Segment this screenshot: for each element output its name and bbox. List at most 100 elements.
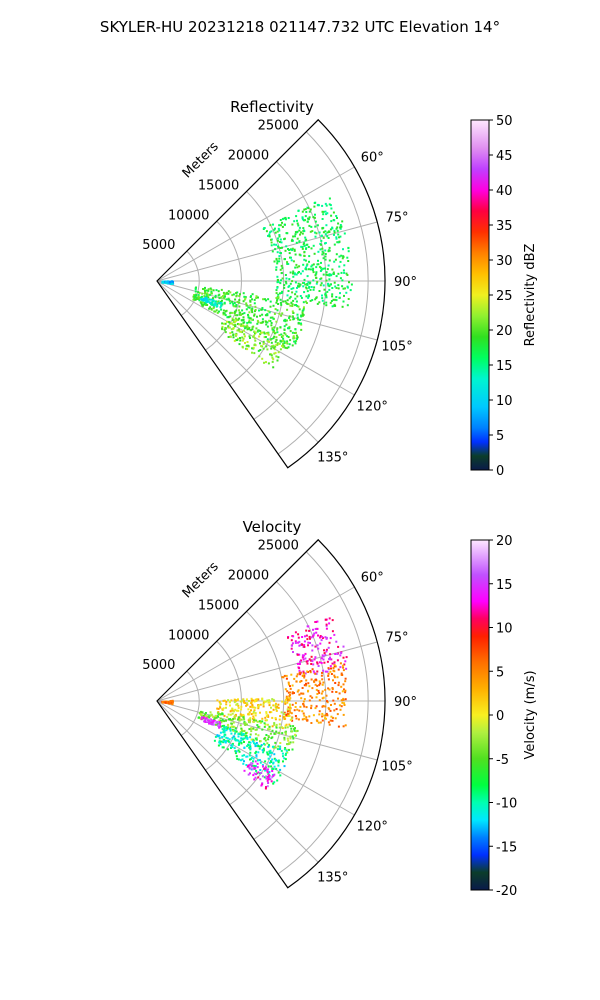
echo-cell xyxy=(266,785,269,788)
echo-cell xyxy=(254,706,257,709)
echo-cell xyxy=(232,735,235,738)
echo-cell xyxy=(266,751,269,754)
echo-cell xyxy=(290,712,293,715)
echo-cell xyxy=(293,337,295,340)
echo-cell xyxy=(278,723,281,726)
echo-cell xyxy=(333,231,336,234)
echo-cell xyxy=(254,733,257,736)
colorbar-tick-label: 40 xyxy=(496,184,513,199)
echo-cell xyxy=(259,740,262,743)
echo-cell xyxy=(303,230,306,233)
echo-cell xyxy=(252,699,255,702)
echo-cell xyxy=(331,305,334,308)
echo-cell xyxy=(300,697,303,700)
angle-tick-label: 90° xyxy=(394,275,417,290)
radial-axis-label: Meters xyxy=(180,139,222,181)
echo-cell xyxy=(339,292,341,295)
echo-cell xyxy=(285,282,288,285)
echo-cell xyxy=(327,237,330,239)
echo-cell xyxy=(312,288,315,291)
echo-cell xyxy=(301,210,304,213)
echo-cell xyxy=(307,641,310,644)
echo-cell xyxy=(289,694,291,696)
echo-cell xyxy=(285,752,287,755)
echo-cell xyxy=(307,246,310,248)
colorbar-tick-label: 45 xyxy=(496,149,513,164)
echo-cell xyxy=(343,704,346,706)
echo-cell xyxy=(301,218,304,221)
echo-cell xyxy=(231,300,234,303)
echo-cell xyxy=(221,728,224,731)
angle-tick-label: 135° xyxy=(317,871,348,886)
echo-cell xyxy=(306,290,309,293)
echo-cell xyxy=(255,769,258,772)
echo-cell xyxy=(270,751,273,754)
echo-cell xyxy=(308,255,311,258)
echo-cell xyxy=(252,710,255,713)
echo-cell xyxy=(311,299,314,302)
echo-cell xyxy=(250,697,253,700)
echo-cell xyxy=(328,273,331,276)
echo-cell xyxy=(301,636,304,638)
echo-cell xyxy=(327,672,330,675)
echo-cell xyxy=(318,290,321,292)
echo-cell xyxy=(277,759,280,762)
echo-cell xyxy=(234,739,237,742)
echo-cell xyxy=(242,324,245,327)
echo-cell xyxy=(238,305,241,308)
echo-cell xyxy=(286,726,289,729)
echo-cell xyxy=(202,716,205,719)
echo-cell xyxy=(204,712,207,714)
echo-cell xyxy=(271,356,274,359)
radial-gridline xyxy=(253,161,327,420)
echo-cell xyxy=(330,220,333,223)
echo-cell xyxy=(329,709,332,712)
echo-cell xyxy=(218,700,221,703)
echo-cell xyxy=(228,298,231,301)
echo-cell xyxy=(288,297,291,300)
echo-cell xyxy=(346,286,349,289)
echo-cell xyxy=(281,700,284,703)
echo-cell xyxy=(302,700,305,703)
echo-cell xyxy=(297,224,300,227)
echo-cell xyxy=(204,292,206,295)
echo-cell xyxy=(234,732,237,735)
colorbar-tick-label: 10 xyxy=(496,394,513,409)
echo-cell xyxy=(329,283,332,286)
echo-cell xyxy=(251,298,253,301)
echo-cell xyxy=(216,711,219,714)
echo-cell xyxy=(270,341,273,344)
echo-cell xyxy=(347,260,350,262)
echo-cell xyxy=(248,319,251,322)
echo-cell xyxy=(255,737,258,740)
echo-cell xyxy=(167,702,170,705)
echo-cell xyxy=(290,639,293,642)
echo-cell xyxy=(274,704,277,707)
echo-cell xyxy=(316,720,319,723)
echo-cell xyxy=(249,751,252,754)
echo-cell xyxy=(251,318,254,321)
echo-cell xyxy=(235,319,238,322)
echo-cell xyxy=(321,690,324,693)
echo-cell xyxy=(325,224,328,227)
echo-cell xyxy=(272,337,275,340)
echo-cell xyxy=(307,207,310,210)
echo-cell xyxy=(260,744,263,747)
echo-cell xyxy=(226,316,229,319)
echo-cell xyxy=(268,699,271,702)
echo-cell xyxy=(201,298,204,301)
echo-cell xyxy=(297,271,300,274)
echo-cell xyxy=(254,745,257,748)
echo-cell xyxy=(326,235,329,238)
echo-cell xyxy=(340,699,343,702)
echo-cell xyxy=(330,715,333,718)
echo-cell xyxy=(261,321,264,324)
echo-cell xyxy=(276,230,279,233)
echo-cell xyxy=(263,700,266,703)
echo-cell xyxy=(244,702,247,704)
echo-cell xyxy=(337,645,340,648)
echo-cell xyxy=(246,755,249,758)
echo-cell xyxy=(253,334,256,337)
echo-cell xyxy=(304,266,307,269)
echo-cell xyxy=(307,682,310,685)
